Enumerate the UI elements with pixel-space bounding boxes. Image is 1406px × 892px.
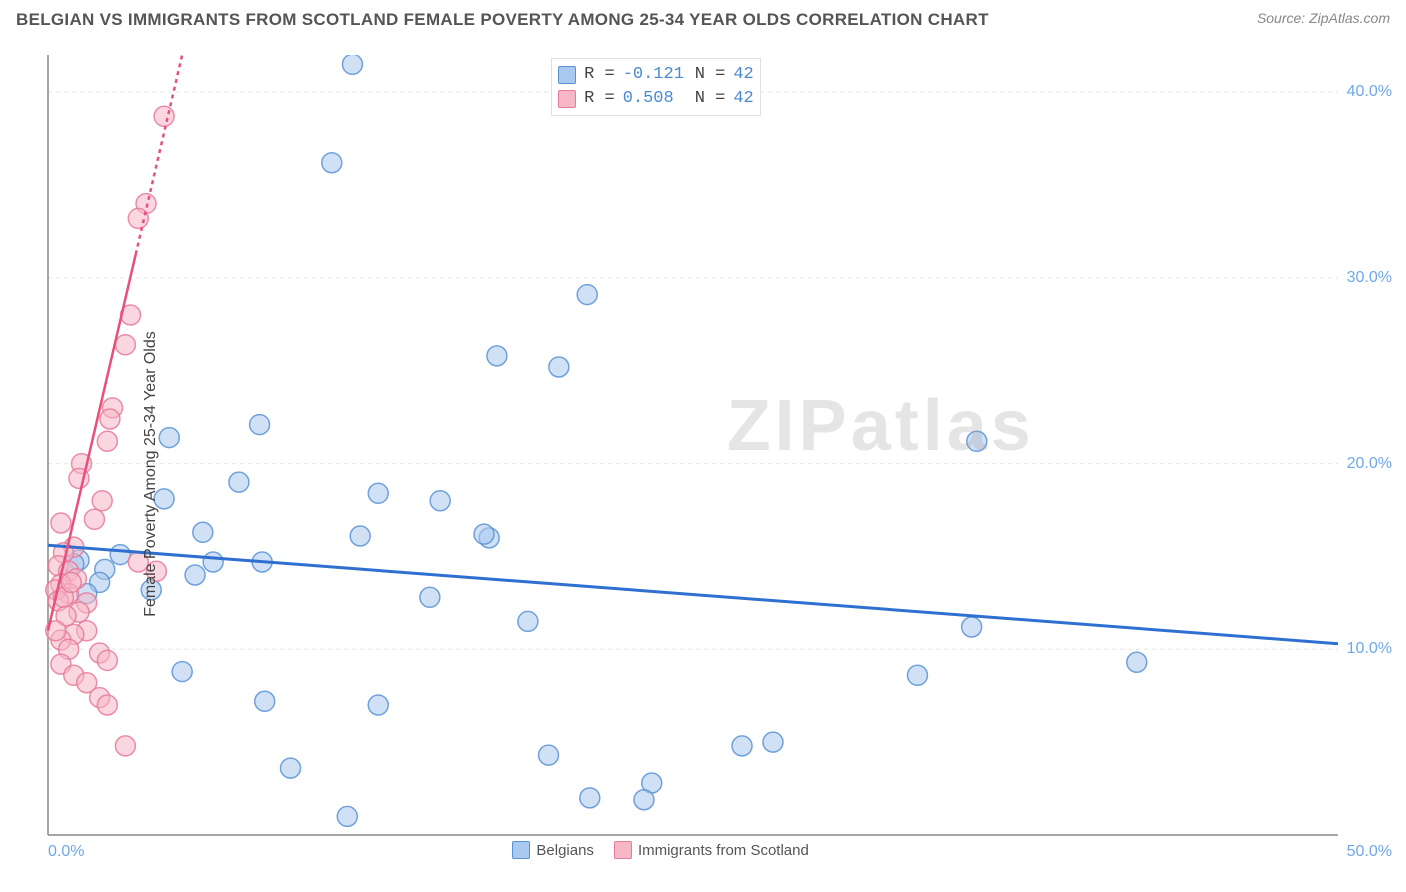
data-point: [97, 695, 117, 715]
y-tick-label: 30.0%: [1347, 269, 1392, 287]
x-tick-label: 0.0%: [48, 843, 84, 861]
legend-item: Belgians: [512, 841, 594, 859]
legend-swatch: [512, 841, 530, 859]
chart-title: BELGIAN VS IMMIGRANTS FROM SCOTLAND FEMA…: [16, 10, 989, 30]
data-point: [763, 732, 783, 752]
legend-label: Belgians: [536, 842, 594, 859]
stats-n-value: 42: [733, 87, 753, 111]
data-point: [115, 335, 135, 355]
data-point: [97, 431, 117, 451]
data-point: [1127, 652, 1147, 672]
data-point: [172, 662, 192, 682]
data-point: [350, 526, 370, 546]
data-point: [185, 565, 205, 585]
stats-n-value: 42: [733, 63, 753, 87]
stats-r-label: R =: [584, 87, 615, 111]
data-point: [539, 745, 559, 765]
data-point: [84, 509, 104, 529]
data-point: [110, 545, 130, 565]
scatter-plot-svg: [0, 55, 1406, 892]
data-point: [342, 55, 362, 74]
data-point: [92, 491, 112, 511]
data-point: [580, 788, 600, 808]
data-point: [549, 357, 569, 377]
data-point: [732, 736, 752, 756]
stats-row: R = 0.508 N = 42: [558, 87, 754, 111]
y-tick-label: 20.0%: [1347, 455, 1392, 473]
data-point: [159, 428, 179, 448]
data-point: [518, 611, 538, 631]
data-point: [100, 409, 120, 429]
legend-bottom: Belgians Immigrants from Scotland: [512, 841, 808, 859]
data-point: [337, 806, 357, 826]
stats-n-label: N =: [695, 87, 726, 111]
data-point: [203, 552, 223, 572]
data-point: [51, 513, 71, 533]
stats-swatch: [558, 66, 576, 84]
chart-area: Female Poverty Among 25-34 Year Olds ZIP…: [0, 55, 1406, 892]
y-axis-label: Female Poverty Among 25-34 Year Olds: [142, 331, 160, 617]
stats-n-label: N =: [695, 63, 726, 87]
data-point: [967, 431, 987, 451]
data-point: [577, 285, 597, 305]
data-point: [962, 617, 982, 637]
stats-row: R = -0.121 N = 42: [558, 63, 754, 87]
stats-r-value: 0.508: [623, 87, 687, 111]
legend-label: Immigrants from Scotland: [638, 842, 809, 859]
stats-r-value: -0.121: [623, 63, 687, 87]
data-point: [281, 758, 301, 778]
x-tick-label: 50.0%: [1347, 843, 1392, 861]
data-point: [193, 522, 213, 542]
data-point: [250, 415, 270, 435]
data-point: [154, 106, 174, 126]
source-label: Source: ZipAtlas.com: [1257, 10, 1390, 26]
data-point: [420, 587, 440, 607]
data-point: [322, 153, 342, 173]
data-point: [368, 695, 388, 715]
data-point: [255, 691, 275, 711]
data-point: [97, 650, 117, 670]
legend-item: Immigrants from Scotland: [614, 841, 809, 859]
data-point: [487, 346, 507, 366]
stats-r-label: R =: [584, 63, 615, 87]
y-tick-label: 40.0%: [1347, 83, 1392, 101]
data-point: [229, 472, 249, 492]
correlation-stats-box: R = -0.121 N = 42 R = 0.508 N = 42: [551, 58, 761, 116]
y-tick-label: 10.0%: [1347, 640, 1392, 658]
data-point: [634, 790, 654, 810]
data-point: [474, 524, 494, 544]
data-point: [430, 491, 450, 511]
legend-swatch: [614, 841, 632, 859]
data-point: [61, 572, 81, 592]
data-point: [368, 483, 388, 503]
data-point: [115, 736, 135, 756]
data-point: [907, 665, 927, 685]
stats-swatch: [558, 90, 576, 108]
